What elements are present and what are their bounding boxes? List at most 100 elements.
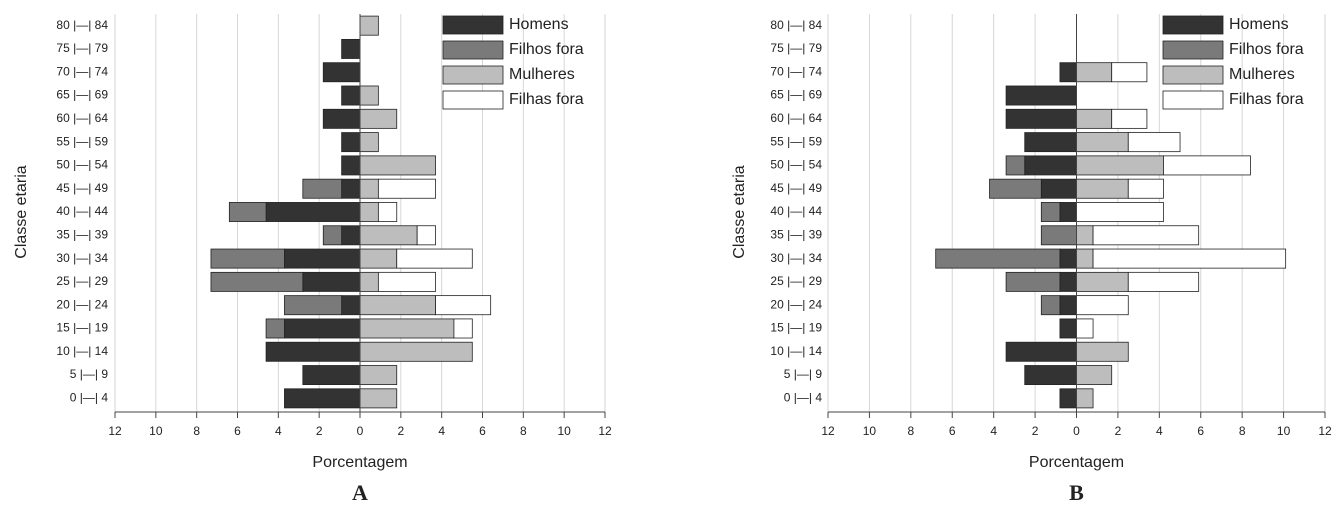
bar xyxy=(1076,178,1129,199)
bar xyxy=(1111,62,1148,83)
legend-label: Mulheres xyxy=(509,66,575,83)
bar xyxy=(1076,248,1094,269)
chart-panel: 12 10 8 6 4 2 0 2 4 6 8 10 12 0 |—| 4 5 |—| 9 10 |—| 14… xyxy=(13,14,612,505)
bar xyxy=(1040,295,1061,316)
x-tick-label: 8 xyxy=(193,424,200,438)
bar xyxy=(1076,365,1113,386)
bar xyxy=(1024,365,1077,386)
x-tick-label: 10 xyxy=(863,424,877,438)
bar xyxy=(210,248,285,269)
bar xyxy=(265,318,285,339)
bar xyxy=(341,155,361,176)
bar xyxy=(1076,318,1094,339)
bar xyxy=(284,248,361,269)
x-tick-label: 12 xyxy=(1318,424,1332,438)
bar xyxy=(1076,341,1129,362)
y-axis-label: Classe etaria xyxy=(731,165,748,258)
bar xyxy=(396,248,473,269)
category-label: 35 |—| 39 xyxy=(770,227,822,241)
bar xyxy=(341,225,361,246)
category-label: 10 |—| 14 xyxy=(770,344,822,358)
x-tick-label: 4 xyxy=(275,424,282,438)
category-label: 0 |—| 4 xyxy=(70,391,109,405)
bar xyxy=(341,85,361,106)
category-label: 30 |—| 34 xyxy=(770,251,822,265)
x-tick-label: 2 xyxy=(316,424,323,438)
bar xyxy=(359,271,379,292)
bar xyxy=(284,295,343,316)
category-label: 25 |—| 29 xyxy=(56,274,108,288)
y-axis-label: Classe etaria xyxy=(13,165,30,258)
bar xyxy=(1005,341,1077,362)
bar xyxy=(302,271,361,292)
x-tick-label: 8 xyxy=(1239,424,1246,438)
bar xyxy=(341,132,361,153)
bar xyxy=(1092,225,1200,246)
category-label: 40 |—| 44 xyxy=(770,204,822,218)
category-label: 65 |—| 69 xyxy=(770,88,822,102)
chart-panel: 12 10 8 6 4 2 0 2 4 6 8 10 12 0 |—| 4 5 |—| 9 10 |—| 14… xyxy=(731,14,1332,505)
bar xyxy=(1005,271,1061,292)
bar xyxy=(377,202,398,222)
x-tick-label: 6 xyxy=(479,424,486,438)
bar xyxy=(989,178,1042,199)
category-label: 75 |—| 79 xyxy=(770,41,822,55)
bar xyxy=(1040,225,1077,246)
bar xyxy=(302,365,361,386)
x-tick-label: 8 xyxy=(907,424,914,438)
x-tick-label: 0 xyxy=(1073,424,1080,438)
category-label: 55 |—| 59 xyxy=(770,134,822,148)
bar xyxy=(341,295,361,316)
x-tick-label: 4 xyxy=(990,424,997,438)
bar xyxy=(1024,132,1077,153)
category-label: 10 |—| 14 xyxy=(56,344,108,358)
bar xyxy=(359,365,398,386)
bar xyxy=(1024,155,1077,176)
panel-label: B xyxy=(1069,480,1084,505)
legend-label: Filhas fora xyxy=(1229,91,1304,108)
x-tick-label: 2 xyxy=(1115,424,1122,438)
bar xyxy=(1076,225,1094,246)
category-label: 80 |—| 84 xyxy=(56,18,108,32)
bar xyxy=(359,15,379,36)
bar xyxy=(1005,85,1077,106)
bar xyxy=(1163,155,1251,176)
bar xyxy=(359,295,436,316)
bar xyxy=(1076,132,1129,153)
bar xyxy=(435,295,492,316)
bar xyxy=(322,108,361,129)
category-label: 15 |—| 19 xyxy=(56,321,108,335)
legend-swatch xyxy=(1162,15,1224,35)
legend-label: Homens xyxy=(509,16,569,33)
category-label: 15 |—| 19 xyxy=(770,321,822,335)
category-label: 45 |—| 49 xyxy=(56,181,108,195)
x-tick-label: 6 xyxy=(1197,424,1204,438)
bar xyxy=(359,155,436,176)
bar xyxy=(359,202,379,222)
bar xyxy=(359,108,398,129)
x-tick-label: 6 xyxy=(234,424,241,438)
bar xyxy=(359,388,398,409)
bar xyxy=(359,341,473,362)
legend-swatch xyxy=(1162,65,1224,85)
category-label: 70 |—| 74 xyxy=(770,64,822,78)
bar xyxy=(1040,202,1061,222)
bar xyxy=(322,62,361,83)
bar xyxy=(1076,271,1129,292)
x-tick-label: 12 xyxy=(598,424,612,438)
bar xyxy=(359,132,379,153)
bar xyxy=(1040,178,1077,199)
legend-label: Filhos fora xyxy=(509,41,584,58)
x-tick-label: 10 xyxy=(557,424,571,438)
x-tick-label: 8 xyxy=(520,424,527,438)
category-label: 0 |—| 4 xyxy=(784,391,823,405)
bar xyxy=(1127,132,1181,153)
x-tick-label: 2 xyxy=(1032,424,1039,438)
bar xyxy=(1076,202,1164,222)
bar xyxy=(1127,178,1164,199)
x-tick-label: 6 xyxy=(949,424,956,438)
category-label: 80 |—| 84 xyxy=(770,18,822,32)
bar xyxy=(284,318,361,339)
category-label: 35 |—| 39 xyxy=(56,227,108,241)
